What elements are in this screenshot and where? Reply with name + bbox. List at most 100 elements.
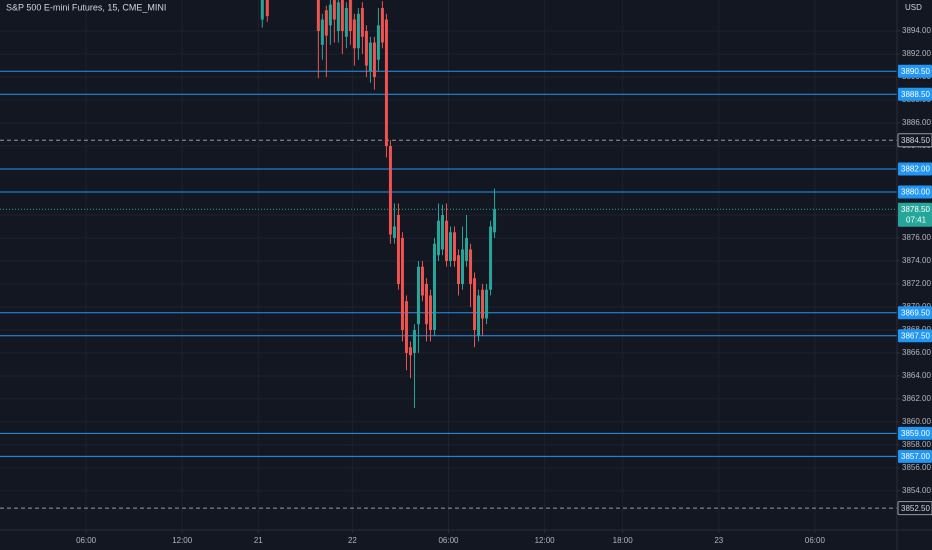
candle-body: [376, 25, 380, 60]
candle-body: [320, 19, 324, 45]
candle-body: [408, 347, 412, 356]
candle-body: [380, 8, 384, 43]
currency: USD: [905, 3, 922, 12]
candle-body: [432, 243, 436, 330]
x-tick-label: 12:00: [535, 536, 556, 545]
x-tick-label: 06:00: [76, 536, 97, 545]
candle-body: [420, 266, 424, 296]
price-label: 3882.00: [901, 165, 930, 174]
candle-body: [316, 0, 320, 32]
price-label: 3852.50: [901, 504, 930, 513]
candles: [260, 0, 497, 409]
candle-body: [424, 283, 428, 325]
price-label: 3859.00: [901, 429, 930, 438]
candle-body: [265, 0, 269, 17]
countdown: 07:41: [906, 215, 927, 224]
axes: 3854.00 3856.00 3858.00 3860.00 3862.00 3864.…: [76, 26, 932, 545]
last-price-label: 3878.50: [901, 205, 930, 214]
candle-body: [352, 19, 356, 49]
price-label-box: [898, 162, 932, 176]
price-label-box: [898, 64, 932, 78]
y-tick-label: 3862.00: [902, 394, 931, 403]
candle-body: [453, 232, 457, 261]
candle-body: [485, 289, 489, 319]
candle-body: [436, 220, 440, 256]
x-tick-label: 22: [348, 536, 357, 545]
candle-body: [449, 232, 453, 261]
price-label-box: [898, 306, 932, 320]
candle-body: [493, 209, 497, 233]
candle-body: [444, 220, 448, 261]
x-tick-label: 21: [254, 536, 263, 545]
price-label: 3880.00: [901, 188, 930, 197]
price-label: 3890.50: [901, 67, 930, 76]
y-tick-label: 3886.00: [902, 118, 931, 127]
candle-body: [481, 289, 485, 319]
candle-body: [416, 266, 420, 325]
price-label-box: [898, 87, 932, 101]
chart-title: S&P 500 E-mini Futures, 15, CME_MINI: [6, 2, 166, 12]
price-label: 3869.50: [901, 308, 930, 317]
price-label: 3888.50: [901, 90, 930, 99]
x-tick-label: 18:00: [613, 536, 634, 545]
candle-body: [404, 301, 408, 353]
candle-body: [340, 0, 344, 32]
candle-body: [396, 214, 400, 284]
y-tick-label: 3874.00: [902, 256, 931, 265]
levels: [0, 70, 897, 509]
candle-body: [372, 42, 376, 78]
y-tick-label: 3854.00: [902, 486, 931, 495]
candle-body: [392, 226, 396, 238]
candle-body: [368, 42, 372, 72]
candle-body: [440, 214, 444, 250]
y-tick-label: 3858.00: [902, 440, 931, 449]
candle-body: [461, 249, 465, 284]
candle-body: [473, 278, 477, 330]
price-label: 3867.50: [901, 331, 930, 340]
price-label-box: [898, 449, 932, 463]
x-tick-label: 23: [714, 536, 723, 545]
candle-body: [489, 226, 493, 290]
price-label-box: [898, 426, 932, 440]
candle-body: [336, 2, 340, 32]
candle-body: [457, 255, 461, 284]
x-tick-label: 06:00: [438, 536, 459, 545]
candle-body: [360, 8, 364, 37]
candle-body: [477, 295, 481, 336]
price-label: 3884.50: [901, 136, 930, 145]
candle-body: [260, 0, 264, 20]
last-price-box: [898, 202, 932, 227]
candle-body: [388, 146, 392, 235]
y-tick-label: 3872.00: [902, 279, 931, 288]
y-tick-label: 3892.00: [902, 49, 931, 58]
candle-body: [412, 329, 416, 353]
candle-body: [328, 4, 332, 26]
candle-body: [356, 13, 360, 49]
price-label-box: [898, 185, 932, 199]
candle-body: [324, 10, 328, 36]
price-label-box: [897, 501, 932, 516]
candle-body: [344, 8, 348, 37]
price-label: 3857.00: [901, 452, 930, 461]
y-tick-label: 3866.00: [902, 348, 931, 357]
y-tick-label: 3876.00: [902, 233, 931, 242]
price-label-box: [897, 133, 932, 148]
x-tick-label: 12:00: [172, 536, 193, 545]
candle-body: [400, 237, 404, 330]
y-tick-label: 3894.00: [902, 26, 931, 35]
x-tick-label: 06:00: [805, 536, 826, 545]
candle-body: [332, 0, 336, 20]
candle-body: [384, 19, 388, 147]
candle-body: [465, 237, 469, 261]
y-tick-label: 3860.00: [902, 417, 931, 426]
price-label-box: [898, 329, 932, 343]
candle-body: [364, 31, 368, 66]
y-tick-label: 3856.00: [902, 463, 931, 472]
candle-body: [469, 249, 473, 284]
y-tick-label: 3864.00: [902, 371, 931, 380]
candle-body: [348, 0, 352, 32]
candle-body: [428, 295, 432, 330]
